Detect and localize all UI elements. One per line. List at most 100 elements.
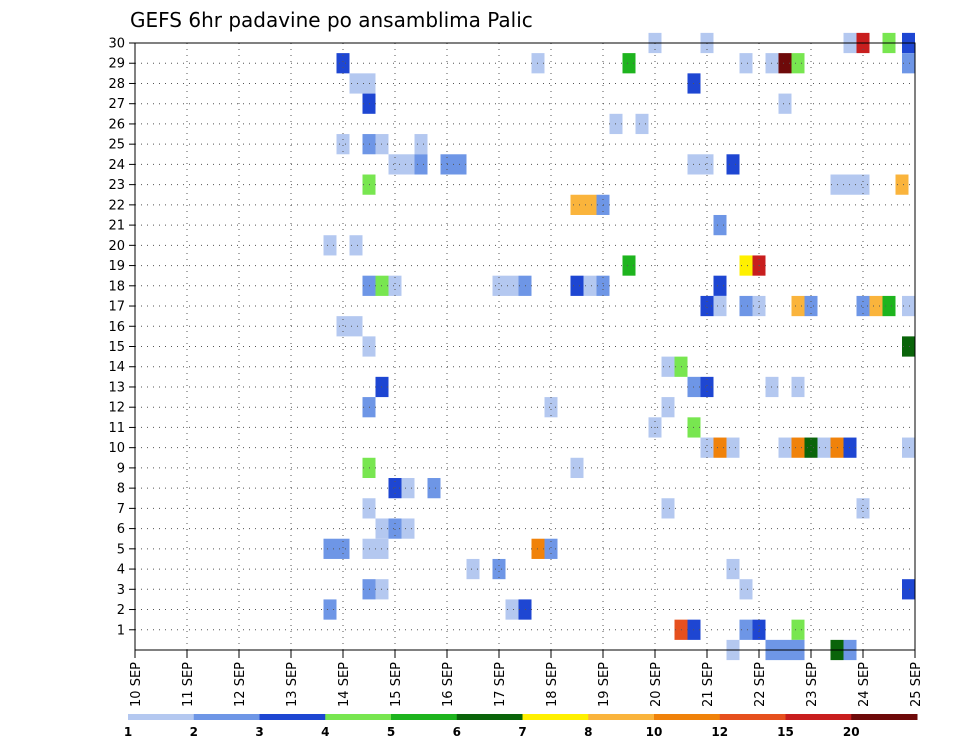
heatmap-cell <box>388 518 402 539</box>
heatmap-cell <box>817 437 831 458</box>
heatmap-cell <box>791 619 805 640</box>
x-tick-label: 11 SEP <box>181 662 196 707</box>
heatmap-cell <box>336 134 350 155</box>
y-tick-label: 19 <box>108 259 125 274</box>
x-tick-label: 16 SEP <box>441 662 456 707</box>
heatmap-cell <box>726 154 740 175</box>
legend-swatch <box>851 714 918 720</box>
heatmap-cell <box>791 295 805 317</box>
legend-label: 3 <box>255 725 263 739</box>
heatmap-cell <box>388 478 402 499</box>
legend-label: 8 <box>584 725 592 739</box>
heatmap-cell <box>505 275 519 296</box>
heatmap-cell <box>492 275 506 296</box>
heatmap-cell <box>401 478 415 499</box>
legend-label: 2 <box>190 725 198 739</box>
heatmap-cell <box>713 437 727 458</box>
heatmap-cell <box>414 134 428 155</box>
y-tick-label: 23 <box>108 178 125 193</box>
heatmap-cell <box>661 498 675 519</box>
grid-layer <box>135 42 915 650</box>
heatmap-cell <box>895 174 909 195</box>
legend-swatch <box>128 714 195 720</box>
heatmap-cell <box>791 437 805 458</box>
heatmap-cell <box>778 93 792 114</box>
heatmap-cell <box>323 599 337 620</box>
heatmap-cell <box>778 437 792 458</box>
color-legend: 1 2 3 4 5 6 7 8 10 12 15 20 <box>124 714 918 739</box>
heatmap-cell <box>700 437 714 458</box>
y-tick-label: 17 <box>108 300 125 315</box>
heatmap-cell <box>791 376 805 398</box>
heatmap-cell <box>401 518 415 539</box>
legend-label: 4 <box>321 725 329 739</box>
x-tick-label: 21 SEP <box>701 662 716 707</box>
legend-swatch <box>719 714 786 720</box>
heatmap-cell <box>583 275 597 296</box>
cells-layer <box>323 32 915 661</box>
x-tick-label: 18 SEP <box>545 662 560 707</box>
heatmap-cell <box>349 316 363 337</box>
x-tick-label: 19 SEP <box>597 662 612 707</box>
heatmap-cell <box>492 558 506 580</box>
heatmap-cell <box>336 53 350 74</box>
heatmap-cell <box>856 498 870 519</box>
heatmap-cell <box>804 437 818 458</box>
heatmap-cell <box>726 558 740 580</box>
y-tick-label: 18 <box>108 279 125 294</box>
heatmap-cell <box>323 235 337 256</box>
y-tick-label: 10 <box>108 441 125 456</box>
heatmap-cell <box>778 53 792 74</box>
x-tick-label: 20 SEP <box>649 662 664 707</box>
heatmap-cell <box>570 457 584 479</box>
legend-swatch <box>391 714 458 720</box>
x-tick-label: 17 SEP <box>493 662 508 707</box>
chart-title: GEFS 6hr padavine po ansamblima Palic <box>130 8 533 32</box>
y-tick-label: 2 <box>117 603 125 618</box>
y-tick-label: 16 <box>108 320 125 335</box>
heatmap-cell <box>336 538 350 559</box>
x-axis: 10 SEP 11 SEP 12 SEP 13 SEP 14 SEP 15 SEP 16 S… <box>129 650 924 707</box>
heatmap-cell <box>505 599 519 620</box>
heatmap-cell <box>349 73 363 94</box>
heatmap-cell <box>713 295 727 317</box>
y-tick-label: 24 <box>108 158 125 173</box>
y-tick-label: 9 <box>117 461 125 476</box>
x-tick-label: 12 SEP <box>233 662 248 707</box>
legend-label: 6 <box>453 725 461 739</box>
x-tick-label: 23 SEP <box>805 662 820 707</box>
heatmap-cell <box>661 397 675 418</box>
x-tick-label: 22 SEP <box>753 662 768 707</box>
heatmap-cell <box>401 154 415 175</box>
heatmap-cell <box>902 295 915 317</box>
heatmap-cell <box>544 397 558 418</box>
y-tick-label: 13 <box>108 380 125 395</box>
y-tick-label: 26 <box>108 117 125 132</box>
heatmap-cell <box>323 538 337 559</box>
x-tick-label: 25 SEP <box>909 662 924 707</box>
heatmap-cell <box>902 53 915 74</box>
legend-swatch <box>325 714 392 720</box>
heatmap-cell <box>388 275 402 296</box>
heatmap-cell <box>466 558 480 580</box>
legend-swatch <box>522 714 589 720</box>
heatmap-cell <box>713 214 727 236</box>
y-tick-label: 11 <box>108 421 125 436</box>
heatmap-cell <box>739 295 753 317</box>
y-tick-label: 14 <box>108 360 125 375</box>
heatmap-cell <box>726 437 740 458</box>
heatmap-cell <box>622 255 636 276</box>
heatmap-cell <box>349 235 363 256</box>
heatmap-cell <box>544 538 558 559</box>
y-tick-label: 7 <box>117 502 125 517</box>
heatmap-cell <box>583 194 597 215</box>
heatmap-cell <box>739 579 753 600</box>
heatmap-cell <box>700 154 714 175</box>
y-tick-label: 8 <box>117 482 125 497</box>
heatmap-cell <box>856 295 870 317</box>
heatmap-cell <box>882 295 896 317</box>
y-tick-label: 25 <box>108 138 125 153</box>
legend-swatch <box>588 714 655 720</box>
